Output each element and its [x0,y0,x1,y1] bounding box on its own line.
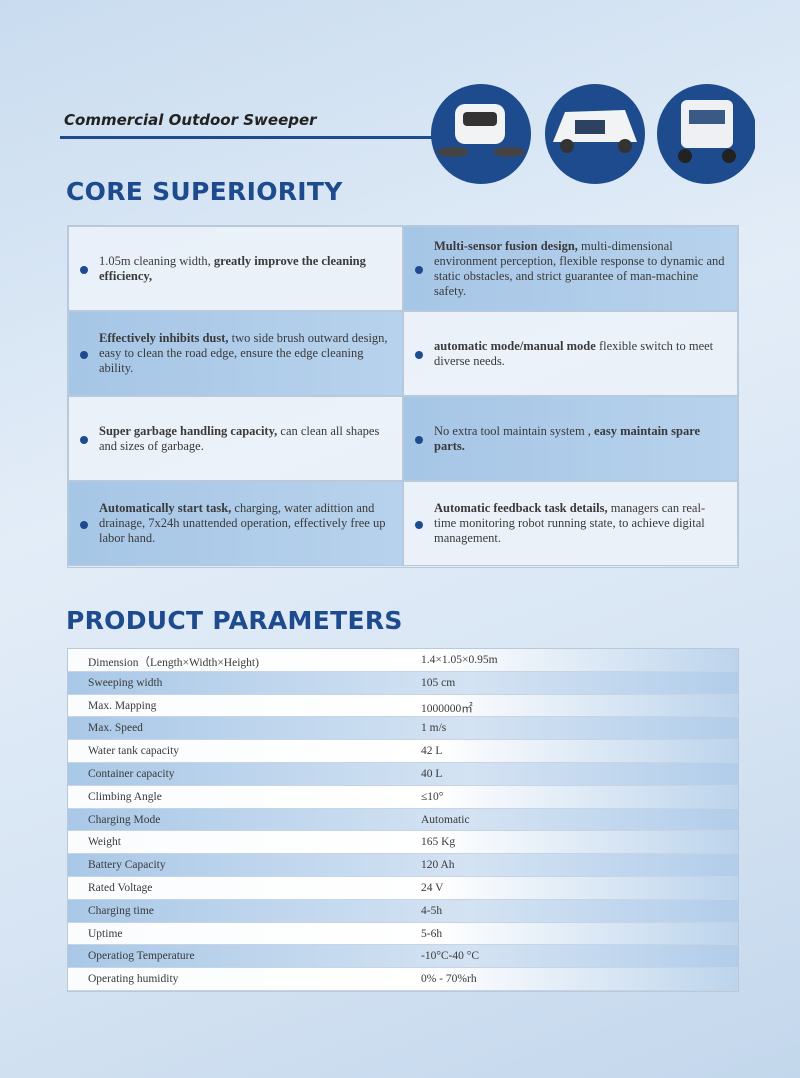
param-row: Charging time 4-5h [68,899,738,923]
bullet [415,521,423,529]
bullet [415,266,423,274]
param-value: Automatic [421,813,470,826]
bullet [80,436,88,444]
param-name: Sweeping width [88,676,163,689]
text: charging, water adittion and drainage, 7… [99,501,386,545]
feature-cell: Automatic feedback task details, managers… [403,481,738,566]
bold-text: automatic mode/manual mode [434,338,596,353]
param-value: 4-5h [421,904,443,917]
param-row: Climbing Angle ≤10° [68,785,738,809]
param-row: Water tank capacity 42 L [68,740,738,763]
bold-text: Super garbage handling capacity, [99,423,278,438]
feature-cell: Super garbage handling capacity, can clea… [68,396,403,481]
param-row: Max. Speed 1 m/s [68,717,738,741]
param-value: 1 m/s [421,722,447,735]
param-row: Operating humidity 0% - 70%rh [68,968,738,991]
feature-cell: 1.05m cleaning width, greatly improve the… [68,226,403,311]
section-title: PRODUCT PARAMETERS [66,606,403,635]
feature-cell: Automatically start task, charging, water… [68,481,403,566]
bullet [80,266,88,274]
param-value: 40 L [421,767,443,780]
robot-2 [545,84,645,184]
bullet [415,436,423,444]
param-row: Uptime 5-6h [68,922,738,946]
param-name: Rated Voltage [88,881,153,894]
param-value: -10°C-40 °C [421,950,480,963]
param-value: 0% - 70%rh [421,973,477,986]
param-row: Weight 165 Kg [68,831,738,855]
param-name: Dimension（Length×Width×Height) [88,657,259,669]
param-value: ≤10° [421,790,444,803]
text: can clean all shapes and sizes of garbag… [99,423,380,453]
param-value: 120 Ah [421,859,455,872]
param-value: 5-6h [421,927,443,940]
param-name: Charging time [88,904,154,917]
param-name: Water tank capacity [88,745,180,758]
param-row: Battery Capacity 120 Ah [68,854,738,877]
param-row: Operatiog Temperature -10°C-40 °C [68,945,738,969]
param-name: Weight [88,836,121,849]
feature-cell: automatic mode/manual mode flexible switc… [403,311,738,396]
section-title: CORE SUPERIORITY [66,177,343,206]
param-value: 1.4×1.05×0.95m [421,654,498,666]
bullet [415,351,423,359]
text: 1.05m cleaning width, [99,253,211,268]
param-name: Operating humidity [88,973,179,986]
param-row: Charging Mode Automatic [68,808,738,832]
param-name: Uptime [88,927,123,940]
param-value: 165 Kg [421,836,456,849]
bold-text: Effectively inhibits dust, [99,331,229,345]
feature-cell: Multi-sensor fusion design, multi-dimensi… [403,226,738,311]
text: two side brush outward design, easy to c… [99,331,388,375]
robot-1 [431,84,531,184]
feature-cell: No extra tool maintain system , easy main… [403,396,738,481]
bold-text: easy maintain spare parts. [434,423,701,453]
param-row: Sweeping width 105 cm [68,671,738,695]
text: No extra tool maintain system , [434,423,591,438]
param-name: Max. Speed [88,722,143,735]
robot-images [431,84,755,184]
text: flexible switch to meet diverse needs. [434,338,714,368]
bullet [80,521,88,529]
text: managers can real-time monitoring robot … [434,501,706,545]
feature-text: Automatic feedback task details, managers… [434,501,725,546]
subtitle: Commercial Outdoor Sweeper [64,111,317,129]
robot-3 [657,84,755,184]
feature-text: Super garbage handling capacity, can clea… [99,424,390,454]
feature-text: automatic mode/manual mode flexible switc… [434,339,725,369]
param-row: Dimension（Length×Width×Height) 1.4×1.05×0… [68,649,738,672]
param-value: 42 L [421,745,443,758]
text: multi-dimensional environment perception… [434,238,725,298]
feature-grid: 1.05m cleaning width, greatly improve the… [67,225,739,568]
feature-text: Automatically start task, charging, water… [99,501,390,546]
param-name: Battery Capacity [88,859,166,872]
bullet [80,351,88,359]
rule [60,136,460,139]
feature-cell: Effectively inhibits dust, two side brush… [68,311,403,396]
bold-text: Automatic feedback task details, [434,501,608,515]
param-value: 24 V [421,881,444,894]
param-name: Operatiog Temperature [88,950,195,963]
param-row: Container capacity 40 L [68,762,738,786]
bold-text: Multi-sensor fusion design, [434,238,578,253]
param-table: Dimension（Length×Width×Height) 1.4×1.05×0… [67,648,739,992]
param-name: Max. Mapping [88,699,157,712]
feature-text: 1.05m cleaning width, greatly improve the… [99,254,390,284]
param-name: Climbing Angle [88,790,162,803]
feature-text: Effectively inhibits dust, two side brush… [99,331,390,376]
param-row: Rated Voltage 24 V [68,876,738,900]
param-value: 105 cm [421,676,456,689]
feature-text: Multi-sensor fusion design, multi-dimensi… [434,239,725,299]
param-row: Max. Mapping 1000000㎡ [68,694,738,718]
param-value: 1000000㎡ [421,702,473,715]
param-name: Charging Mode [88,813,161,826]
param-name: Container capacity [88,767,175,780]
bold-text: Automatically start task, [99,501,232,515]
feature-text: No extra tool maintain system , easy main… [434,424,725,454]
bold-text: greatly improve the cleaning efficiency, [99,253,366,283]
